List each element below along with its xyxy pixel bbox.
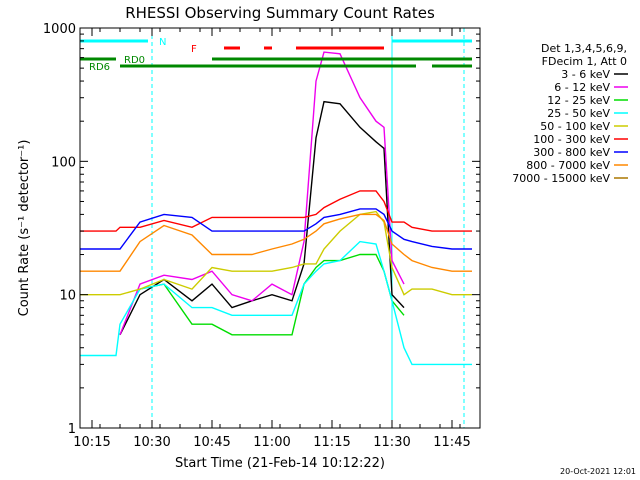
x-tick-label: 10:15 [73, 435, 110, 450]
x-tick-label: 10:45 [193, 435, 230, 450]
x-tick-label: 11:15 [313, 435, 350, 450]
legend-label-5: 100 - 300 keV [533, 133, 610, 146]
y-tick-label: 1 [68, 422, 76, 437]
legend-header-line-1: Det 1,3,4,5,6,9, [541, 42, 627, 55]
y-axis: 1 10 100 1000 [43, 22, 480, 437]
legend-label-2: 12 - 25 keV [547, 94, 610, 107]
flag-label-n: N [159, 37, 166, 48]
plot-area: N F RD0 RD6 [80, 28, 472, 428]
series-line-6 [80, 208, 472, 250]
x-tick-label: 10:30 [133, 435, 170, 450]
x-axis: 10:15 10:30 10:45 11:00 11:15 11:30 11:45 [73, 28, 481, 450]
legend-label-4: 50 - 100 keV [540, 120, 610, 133]
chart-title: RHESSI Observing Summary Count Rates [125, 4, 435, 22]
y-tick-label: 1000 [43, 22, 76, 37]
series-line-4 [80, 210, 472, 296]
y-axis-label: Count Rate (s⁻¹ detector⁻¹) [17, 140, 32, 317]
x-tick-label: 11:30 [373, 435, 410, 450]
legend-header-line-2: FDecim 1, Att 0 [542, 55, 627, 68]
flag-label-rd6: RD6 [89, 62, 110, 73]
flag-label-rd0: RD0 [124, 55, 145, 66]
series-line-1 [119, 51, 405, 336]
series-line-7 [80, 213, 472, 272]
timestamp: 20-Oct-2021 12:01 [560, 467, 636, 476]
legend-label-0: 3 - 6 keV [561, 68, 610, 81]
legend-label-8: 7000 - 15000 keV [512, 172, 610, 185]
legend-label-6: 300 - 800 keV [533, 146, 610, 159]
legend-label-3: 25 - 50 keV [547, 107, 610, 120]
series-line-0 [119, 100, 405, 336]
legend-label-1: 6 - 12 keV [554, 81, 610, 94]
x-tick-label: 11:00 [253, 435, 290, 450]
x-axis-label: Start Time (21-Feb-14 10:12:22) [175, 456, 385, 471]
x-tick-label: 11:45 [433, 435, 470, 450]
legend: Det 1,3,4,5,6,9, FDecim 1, Att 0 3 - 6 k… [512, 42, 628, 185]
y-tick-label: 10 [59, 289, 76, 304]
y-tick-label: 100 [51, 155, 76, 170]
legend-label-7: 800 - 7000 keV [526, 159, 610, 172]
series-line-3 [80, 240, 472, 366]
flag-label-f: F [191, 44, 197, 55]
series-line-5 [80, 190, 472, 232]
